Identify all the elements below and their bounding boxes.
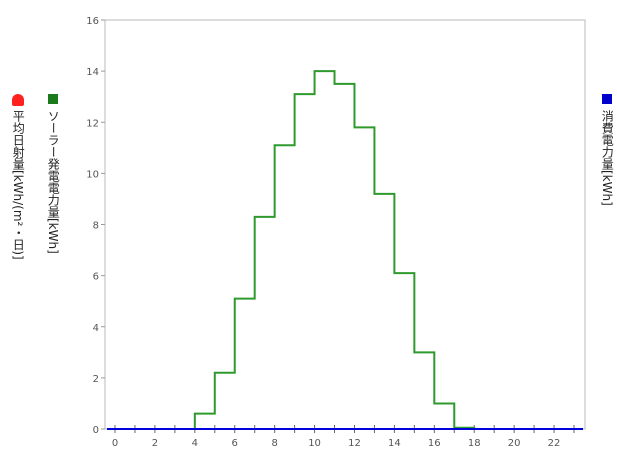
x-tick-label: 8 xyxy=(271,438,277,449)
y-tick-label: 0 xyxy=(93,425,99,436)
solar-series-line xyxy=(193,70,476,429)
x-tick-label: 2 xyxy=(152,438,158,449)
y-tick-label: 4 xyxy=(93,323,99,334)
x-tick-label: 22 xyxy=(548,438,561,449)
solar-legend-marker xyxy=(48,94,58,104)
x-tick-label: 16 xyxy=(428,438,441,449)
x-tick-label: 12 xyxy=(348,438,361,449)
x-tick-label: 0 xyxy=(112,438,118,449)
x-tick-label: 6 xyxy=(232,438,238,449)
radiation-axis-label: 平均日射量[kWh/(m²・日)] xyxy=(11,110,26,260)
y-tick-label: 10 xyxy=(86,169,99,180)
y-tick-label: 16 xyxy=(86,16,99,27)
y-tick-label: 14 xyxy=(86,67,99,78)
y-tick-label: 2 xyxy=(93,374,99,385)
consumption-legend-marker xyxy=(602,94,612,104)
y-tick-label: 6 xyxy=(93,272,99,283)
y-tick-label: 8 xyxy=(93,221,99,232)
x-tick-label: 14 xyxy=(388,438,401,449)
x-tick-label: 10 xyxy=(308,438,321,449)
plot-area-frame xyxy=(104,19,586,430)
radiation-legend-marker xyxy=(12,94,24,106)
y-tick-label: 12 xyxy=(86,118,99,129)
x-tick-label: 18 xyxy=(468,438,481,449)
x-tick-label: 20 xyxy=(508,438,521,449)
consumption-axis-label: 消費電力量[kWh] xyxy=(600,110,615,206)
solar-axis-label: ソーラー発電電力量[kWh] xyxy=(46,110,61,254)
x-tick-label: 4 xyxy=(192,438,198,449)
